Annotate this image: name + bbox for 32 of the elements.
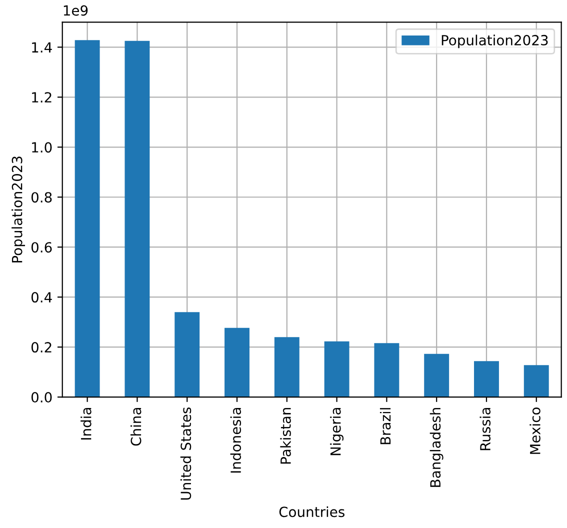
y-tick-label: 0.4: [31, 292, 52, 303]
bar: [374, 343, 400, 398]
bar: [324, 341, 350, 398]
bar: [74, 40, 100, 398]
x-tick-label: Brazil: [380, 408, 391, 444]
x-tick-label: Indonesia: [230, 408, 242, 473]
y-tick-label: 0.8: [31, 192, 52, 203]
y-tick-label: 0.2: [31, 342, 52, 353]
x-tick-label: India: [80, 408, 92, 440]
legend-label: Population2023: [442, 34, 548, 48]
y-tick-label: 0.6: [31, 242, 52, 253]
y-tick-label: 1.2: [32, 92, 52, 102]
bar: [174, 312, 200, 398]
bar: [224, 328, 250, 398]
bar: [524, 365, 549, 398]
y-tick-label: 0.0: [31, 392, 52, 403]
bar: [124, 40, 150, 398]
bar: [474, 361, 499, 398]
x-tick-label: Russia: [480, 408, 491, 450]
x-tick-label: United States: [180, 407, 192, 500]
x-tick-label: China: [130, 408, 142, 446]
x-tick-label: Pakistan: [280, 408, 291, 464]
x-tick-label: Bangladesh: [430, 408, 444, 487]
x-tick-label: Nigeria: [330, 408, 344, 456]
x-tick-label: Mexico: [530, 408, 540, 454]
bar: [274, 337, 300, 398]
bar: [424, 354, 450, 398]
y-tick-label: 1.4: [32, 42, 52, 52]
x-axis-title: Countries: [279, 506, 344, 518]
text: 1e9: [64, 5, 88, 16]
y-tick-label: 1.0: [32, 142, 52, 153]
y-axis-title: Population2023: [12, 156, 26, 262]
